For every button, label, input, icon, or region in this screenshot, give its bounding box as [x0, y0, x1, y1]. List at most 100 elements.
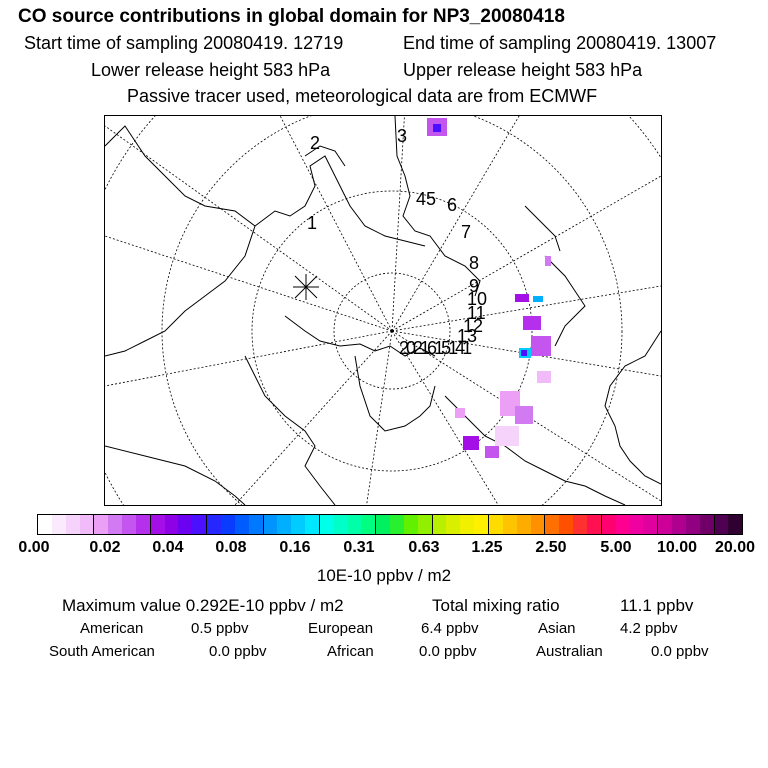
colorbar-swatch — [544, 515, 560, 534]
colorbar-swatch — [488, 515, 503, 534]
colorbar-swatch — [502, 515, 517, 534]
colorbar-swatch — [220, 515, 235, 534]
colorbar-swatch — [234, 515, 249, 534]
colorbar-swatch — [417, 515, 432, 534]
colorbar-swatch — [390, 515, 404, 534]
colorbar-tick: 0.02 — [89, 539, 121, 556]
plume-cell — [495, 426, 519, 446]
latitude-circle-80 — [333, 272, 451, 390]
region-value: 4.2 ppbv — [620, 620, 678, 637]
plume-cell — [531, 336, 551, 356]
trajectory-label: 7 — [461, 222, 472, 242]
colorbar-tick: 0.04 — [152, 539, 184, 556]
colorbar-swatch — [51, 515, 66, 534]
colorbar-swatch — [178, 515, 193, 534]
concentration-field — [427, 118, 551, 458]
trajectory-label-cluster: 2021615141 — [399, 338, 472, 358]
colorbar-swatch — [600, 515, 616, 534]
coastline — [524, 205, 561, 252]
colorbar-swatch — [530, 515, 545, 534]
plume-cell — [537, 371, 551, 383]
colorbar-swatch — [65, 515, 80, 534]
colorbar-swatch — [277, 515, 292, 534]
max-value: Maximum value 0.292E-10 ppbv / m2 — [62, 596, 344, 615]
meridian — [366, 330, 393, 505]
plume-cell — [523, 316, 541, 330]
colorbar-swatch — [615, 515, 630, 534]
latitude-circle-50 — [105, 116, 661, 505]
colorbar-swatch — [93, 515, 109, 534]
coastline — [604, 330, 661, 485]
colorbar-swatch — [149, 515, 165, 534]
coastline — [394, 116, 481, 297]
plume-cell — [521, 350, 527, 356]
colorbar-swatch — [657, 515, 672, 534]
colorbar-swatch — [164, 515, 179, 534]
colorbar-tick: 0.31 — [343, 539, 375, 556]
colorbar-swatch — [431, 515, 447, 534]
colorbar-swatch — [559, 515, 574, 534]
trajectory-label: 9 — [469, 276, 480, 296]
meridian — [391, 116, 520, 332]
colorbar-swatch — [643, 515, 658, 534]
colorbar-swatch — [108, 515, 123, 534]
colorbar-swatch — [192, 515, 207, 534]
colorbar-swatch — [206, 515, 221, 534]
coastlines — [105, 116, 661, 505]
colorbar-swatch — [135, 515, 150, 534]
trajectory-label: 12 — [463, 316, 484, 336]
lower-release-height: Lower release height 583 hPa — [91, 60, 331, 80]
region-label: American — [80, 620, 144, 637]
latitude-circle-70 — [251, 190, 533, 472]
colorbar-swatch — [586, 515, 601, 534]
region-label: Asian — [538, 620, 576, 637]
plume-cell — [485, 446, 499, 458]
meridian — [105, 235, 393, 332]
trajectory-label: 13 — [457, 326, 478, 346]
colorbar-swatch — [713, 515, 729, 534]
region-value: 0.0 ppbv — [209, 643, 267, 660]
colorbar-swatch — [446, 515, 461, 534]
colorbar-swatch — [685, 515, 700, 534]
region-value: 6.4 ppbv — [421, 620, 479, 637]
colorbar-swatch — [291, 515, 306, 534]
colorbar-swatch — [375, 515, 391, 534]
end-time: End time of sampling 20080419. 13007 — [403, 33, 717, 53]
colorbar-swatch — [728, 515, 743, 534]
meridian — [234, 330, 393, 505]
colorbar-swatch — [38, 515, 52, 534]
coastline — [105, 445, 246, 505]
colorbar-tick: 1.25 — [471, 539, 503, 556]
trajectory-label: 6 — [447, 195, 458, 215]
colorbar-tick: 10.00 — [656, 539, 698, 556]
colorbar-swatch — [699, 515, 714, 534]
coastline — [105, 225, 256, 357]
colorbar-swatch — [262, 515, 278, 534]
coastline — [244, 355, 336, 505]
region-label: African — [327, 643, 374, 660]
coastline — [304, 145, 346, 167]
trajectory-cross — [293, 274, 319, 300]
meridian — [391, 116, 405, 332]
colorbar — [37, 514, 743, 535]
meridian — [105, 125, 393, 332]
plume-cell — [455, 408, 465, 418]
colorbar-tick: 2.50 — [535, 539, 567, 556]
upper-release-height: Upper release height 583 hPa — [403, 60, 643, 80]
trajectory-label: 3 — [397, 126, 408, 146]
total-mixing-label: Total mixing ratio — [432, 596, 560, 615]
trajectory-label: 11 — [467, 303, 486, 323]
trajectory-label: 8 — [469, 253, 480, 273]
meridian — [279, 116, 393, 332]
trajectory-label: 2 — [310, 133, 321, 153]
colorbar-swatch — [248, 515, 263, 534]
plume-cell — [433, 124, 441, 132]
colorbar-swatch — [516, 515, 531, 534]
coastline — [354, 355, 436, 432]
colorbar-tick: 0.16 — [279, 539, 311, 556]
graticule — [105, 116, 661, 505]
coastline — [444, 395, 626, 505]
colorbar-tick: 20.00 — [714, 539, 756, 556]
start-time: Start time of sampling 20080419. 12719 — [24, 33, 344, 53]
total-mixing-value: 11.1 ppbv — [620, 596, 694, 615]
